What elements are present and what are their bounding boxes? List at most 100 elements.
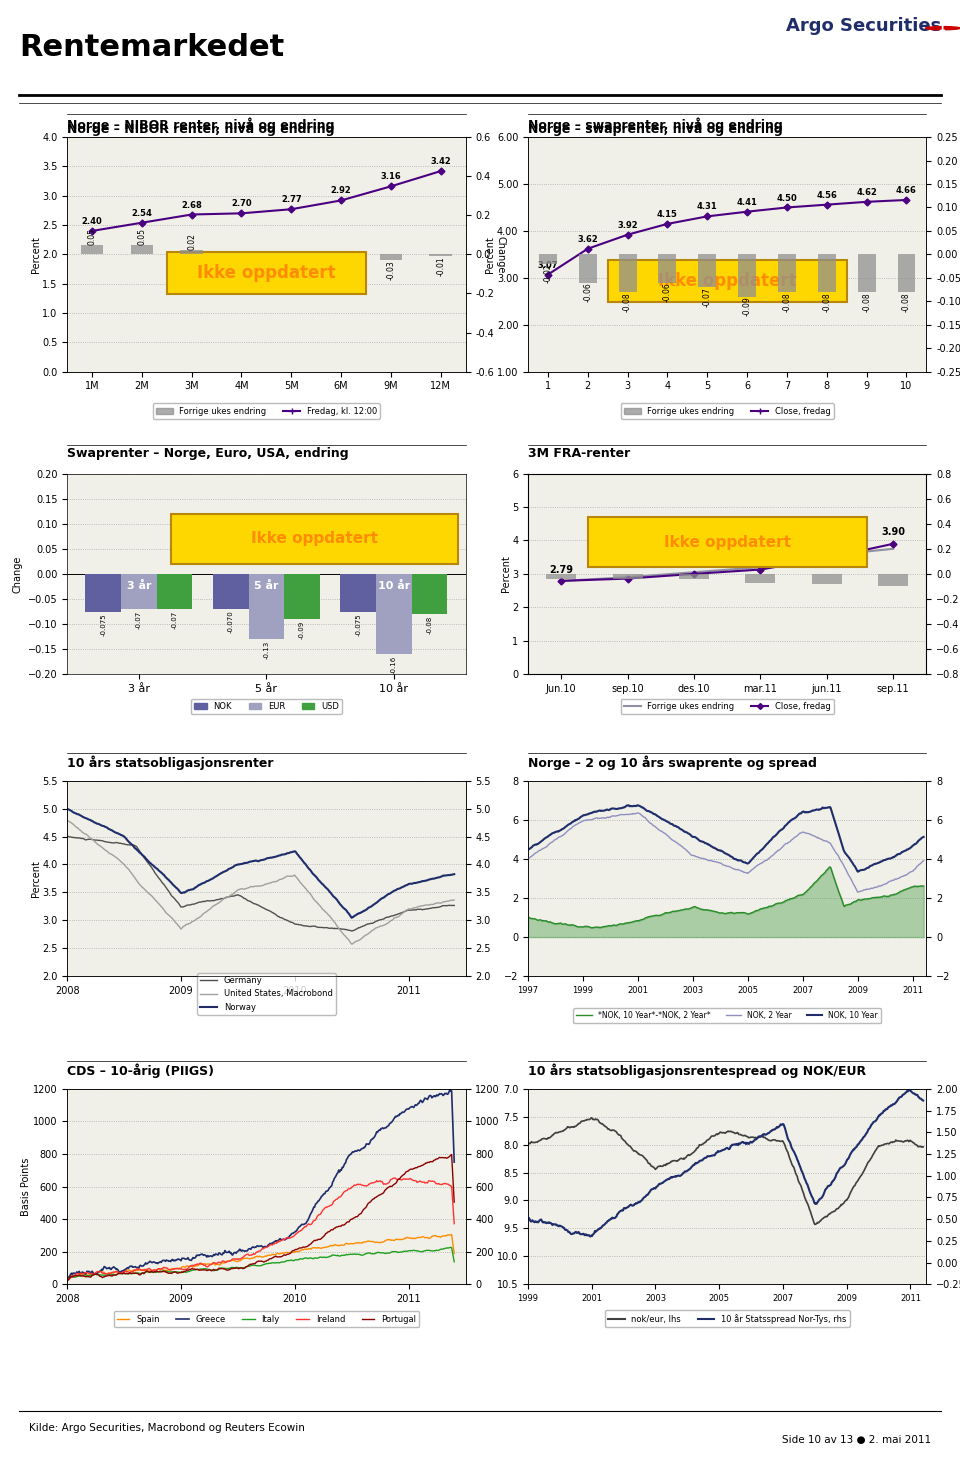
nok/eur, lhs <box>703 1131 714 1149</box>
Legend: nok/eur, lhs, 10 år Statsspread Nor-Tys, rhs: nok/eur, lhs, 10 år Statsspread Nor-Tys,… <box>605 1310 850 1328</box>
Text: Norge – NIBOR renter, nivå og endring: Norge – NIBOR renter, nivå og endring <box>67 117 335 132</box>
Italy <box>448 1253 460 1270</box>
Bar <box>429 254 452 257</box>
Text: Ikke oppdatert: Ikke oppdatert <box>663 534 791 550</box>
Text: Ikke oppdatert: Ikke oppdatert <box>197 264 336 282</box>
Text: -0.075: -0.075 <box>100 613 107 635</box>
Y-axis label: Percent: Percent <box>486 236 495 273</box>
Text: 4.66: 4.66 <box>896 186 917 195</box>
Bar <box>249 574 284 640</box>
Portugal <box>61 1272 73 1289</box>
Bar <box>180 251 203 254</box>
Bar <box>612 574 642 579</box>
NOK, 10 Year <box>821 800 832 817</box>
Text: 2.68: 2.68 <box>181 201 202 210</box>
Spain <box>279 1244 291 1262</box>
*NOK, 10 Year*-*NOK, 2 Year* <box>821 861 832 879</box>
Text: 3.16: 3.16 <box>380 173 401 182</box>
Text: 1: 1 <box>939 23 947 34</box>
*NOK, 10 Year*-*NOK, 2 Year* <box>918 877 929 895</box>
Text: -0.03: -0.03 <box>386 260 396 280</box>
Bar <box>412 574 447 615</box>
Spain <box>432 1228 444 1245</box>
*NOK, 10 Year*-*NOK, 2 Year* <box>756 899 768 917</box>
Text: -0.13: -0.13 <box>263 641 270 659</box>
Ireland <box>444 1177 455 1194</box>
Bar <box>812 574 842 584</box>
Bar <box>376 574 412 654</box>
Legend: Forrige ukes endring, Fredag, kl. 12:00: Forrige ukes endring, Fredag, kl. 12:00 <box>153 403 380 420</box>
Bar <box>857 254 876 292</box>
Norway <box>433 868 444 886</box>
nok/eur, lhs <box>809 1216 821 1234</box>
NOK, 2 Year <box>592 810 604 827</box>
NOK, 10 Year <box>756 841 768 858</box>
NOK, 2 Year <box>821 832 832 849</box>
Ireland <box>448 1215 460 1232</box>
Norway <box>279 845 291 863</box>
Germany <box>61 827 73 845</box>
Bar <box>546 574 576 579</box>
Text: Ikke oppdatert: Ikke oppdatert <box>251 531 377 546</box>
Ireland <box>389 1169 400 1187</box>
Greece <box>61 1270 73 1288</box>
Germany <box>343 921 354 939</box>
NOK, 2 Year <box>632 804 643 822</box>
Text: 0.05: 0.05 <box>137 227 146 245</box>
Text: 3.92: 3.92 <box>617 220 637 230</box>
NOK, 2 Year <box>918 852 929 870</box>
Italy <box>342 1245 353 1263</box>
NOK, 10 Year <box>787 810 799 827</box>
Line: NOK, 2 Year: NOK, 2 Year <box>528 813 924 892</box>
Italy <box>126 1265 137 1282</box>
Bar <box>738 254 756 296</box>
Greece <box>444 1081 456 1099</box>
Text: 4.56: 4.56 <box>816 191 837 200</box>
United States, Macrobond <box>346 936 357 954</box>
NOK, 10 Year <box>623 797 635 814</box>
Bar <box>778 254 796 292</box>
Greece <box>126 1257 137 1275</box>
United States, Macrobond <box>61 811 73 829</box>
Y-axis label: Percent: Percent <box>500 556 511 593</box>
Text: 0.02: 0.02 <box>187 233 196 251</box>
Text: Swaprenter – Norge, Euro, USA, endring: Swaprenter – Norge, Euro, USA, endring <box>67 447 348 461</box>
Text: 3.42: 3.42 <box>430 157 451 166</box>
Spain <box>443 1226 454 1244</box>
Text: 0.05: 0.05 <box>87 227 97 245</box>
Text: 5 år: 5 år <box>254 581 278 591</box>
United States, Macrobond <box>433 893 444 911</box>
Bar <box>85 574 121 612</box>
Portugal <box>445 1146 457 1163</box>
Text: -0.06: -0.06 <box>584 283 592 302</box>
*NOK, 10 Year*-*NOK, 2 Year* <box>593 918 605 936</box>
Line: Germany: Germany <box>67 836 454 932</box>
Text: -0.08: -0.08 <box>862 292 871 311</box>
Text: Rentemarkedet: Rentemarkedet <box>19 32 284 62</box>
Circle shape <box>925 26 960 29</box>
10 år Statsspread Nor-Tys, rhs <box>903 1081 915 1099</box>
Text: 4.62: 4.62 <box>856 188 877 197</box>
Text: 3 år: 3 år <box>127 581 151 591</box>
Norway <box>105 822 116 839</box>
Ireland <box>433 1175 444 1193</box>
Text: -0.02: -0.02 <box>543 264 552 283</box>
NOK, 2 Year <box>852 883 863 901</box>
10 år Statsspread Nor-Tys, rhs <box>872 1111 883 1128</box>
Norway <box>444 867 455 885</box>
Line: NOK, 10 Year: NOK, 10 Year <box>528 805 924 871</box>
Text: -0.07: -0.07 <box>136 610 142 629</box>
Line: Ireland: Ireland <box>67 1178 454 1281</box>
Text: -0.075: -0.075 <box>355 613 361 635</box>
Bar <box>380 254 402 260</box>
Text: Ikke oppdatert: Ikke oppdatert <box>658 271 797 289</box>
Text: 2.40: 2.40 <box>82 217 103 226</box>
Bar <box>878 574 908 587</box>
Line: Portugal: Portugal <box>67 1155 454 1281</box>
United States, Macrobond <box>279 868 291 886</box>
Ireland <box>61 1272 73 1289</box>
Text: 3.07: 3.07 <box>538 261 558 270</box>
Line: United States, Macrobond: United States, Macrobond <box>67 820 454 945</box>
NOK, 10 Year <box>625 797 636 814</box>
Text: 10 års statsobligasjonsrenter: 10 års statsobligasjonsrenter <box>67 756 274 770</box>
